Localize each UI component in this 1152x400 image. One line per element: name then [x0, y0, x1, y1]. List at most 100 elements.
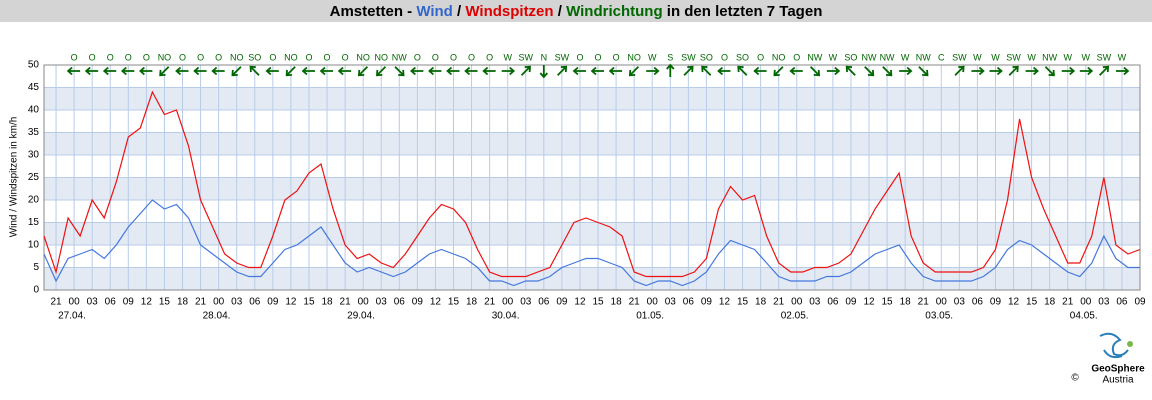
x-tick-label: 18 [466, 297, 478, 308]
date-label: 02.05. [781, 311, 809, 322]
direction-arrow [1025, 66, 1039, 76]
direction-arrow [249, 65, 260, 76]
direction-arrow [1044, 66, 1055, 77]
date-label: 29.04. [347, 311, 375, 322]
direction-label: NO [158, 52, 172, 62]
plot-border [43, 64, 1141, 291]
direction-label: W [973, 52, 982, 62]
y-tick-label: 0 [33, 285, 39, 296]
x-tick-label: 21 [918, 297, 930, 308]
direction-label: O [89, 52, 96, 62]
x-tick-label: 06 [683, 297, 695, 308]
direction-label: O [269, 52, 276, 62]
x-tick-label: 06 [249, 297, 261, 308]
series-line [43, 199, 1140, 287]
logo [1099, 332, 1133, 359]
x-tick-label: 03 [376, 297, 388, 308]
x-tick-label: 03 [809, 297, 821, 308]
logo-text: Austria [1102, 375, 1134, 386]
title-part: Windrichtung [566, 3, 663, 20]
direction-label: W [1063, 52, 1072, 62]
x-tick-label: 18 [177, 297, 189, 308]
x-tick-label: 03 [520, 297, 532, 308]
x-tick-label: 15 [448, 297, 460, 308]
direction-label: O [468, 52, 475, 62]
x-tick-label: 18 [900, 297, 912, 308]
direction-label: O [432, 52, 439, 62]
direction-label: NW [916, 52, 931, 62]
band [44, 222, 1140, 245]
direction-arrow [337, 66, 352, 76]
logo-dot [1127, 341, 1133, 347]
direction-label: W [901, 52, 910, 62]
band [44, 132, 1140, 155]
direction-label: C [938, 52, 945, 62]
direction-label: SW [555, 52, 570, 62]
y-tick-label: 35 [28, 127, 40, 138]
direction-label: W [991, 52, 1000, 62]
y-tick-label: 40 [28, 105, 40, 116]
direction-label: W [829, 52, 838, 62]
x-tick-label: 06 [394, 297, 406, 308]
direction-arrow [84, 66, 99, 76]
direction-label: SO [736, 52, 749, 62]
x-tick-label: 03 [665, 297, 677, 308]
direction-arrow [139, 66, 153, 76]
band [44, 87, 1140, 110]
direction-arrow [1008, 65, 1019, 76]
direction-label: NO [230, 52, 244, 62]
direction-arrow [683, 65, 694, 76]
direction-label: NO [374, 52, 388, 62]
direction-arrow [701, 65, 712, 76]
x-tick-label: 00 [647, 297, 659, 308]
direction-label: O [576, 52, 583, 62]
direction-label: SO [844, 52, 857, 62]
direction-arrow [845, 65, 856, 76]
direction-arrow [193, 66, 207, 76]
x-tick-label: 00 [358, 297, 370, 308]
x-tick-label: 09 [845, 297, 857, 308]
x-tick-label: 18 [611, 297, 623, 308]
direction-arrow [954, 65, 965, 76]
direction-arrow [520, 65, 531, 76]
direction-arrow [446, 66, 460, 76]
direction-arrow [864, 66, 875, 77]
direction-label: W [648, 52, 657, 62]
x-tick-label: 18 [755, 297, 767, 308]
direction-label: NO [627, 52, 641, 62]
date-label: 28.04. [203, 311, 231, 322]
date-label: 30.04. [492, 311, 520, 322]
title-part: / [453, 3, 466, 20]
band [44, 267, 1140, 290]
copyright: © [1071, 373, 1079, 384]
x-tick-label: 06 [538, 297, 550, 308]
title-part: Wind [416, 3, 453, 20]
x-tick-label: 12 [1008, 297, 1020, 308]
x-tick-label: 03 [954, 297, 966, 308]
direction-arrow [539, 65, 549, 79]
direction-arrow [409, 66, 424, 76]
x-tick-label: 21 [773, 297, 785, 308]
x-tick-label: 03 [1098, 297, 1110, 308]
x-tick-label: 09 [556, 297, 568, 308]
direction-label: O [324, 52, 331, 62]
direction-arrow [301, 66, 315, 76]
y-tick-label: 30 [28, 150, 40, 161]
direction-label: O [215, 52, 222, 62]
direction-arrow [319, 66, 334, 76]
direction-label: O [486, 52, 493, 62]
direction-arrow [66, 66, 81, 76]
x-tick-label: 15 [882, 297, 894, 308]
logo-mark [1099, 332, 1129, 359]
direction-label: SW [519, 52, 534, 62]
direction-label: NW [392, 52, 407, 62]
direction-label: NO [356, 52, 370, 62]
direction-arrow [918, 66, 929, 77]
x-tick-label: 00 [213, 297, 225, 308]
x-tick-label: 09 [990, 297, 1002, 308]
title-bar [0, 0, 1152, 22]
y-tick-label: 15 [28, 217, 40, 228]
x-tick-label: 21 [484, 297, 496, 308]
direction-arrow [971, 66, 985, 76]
